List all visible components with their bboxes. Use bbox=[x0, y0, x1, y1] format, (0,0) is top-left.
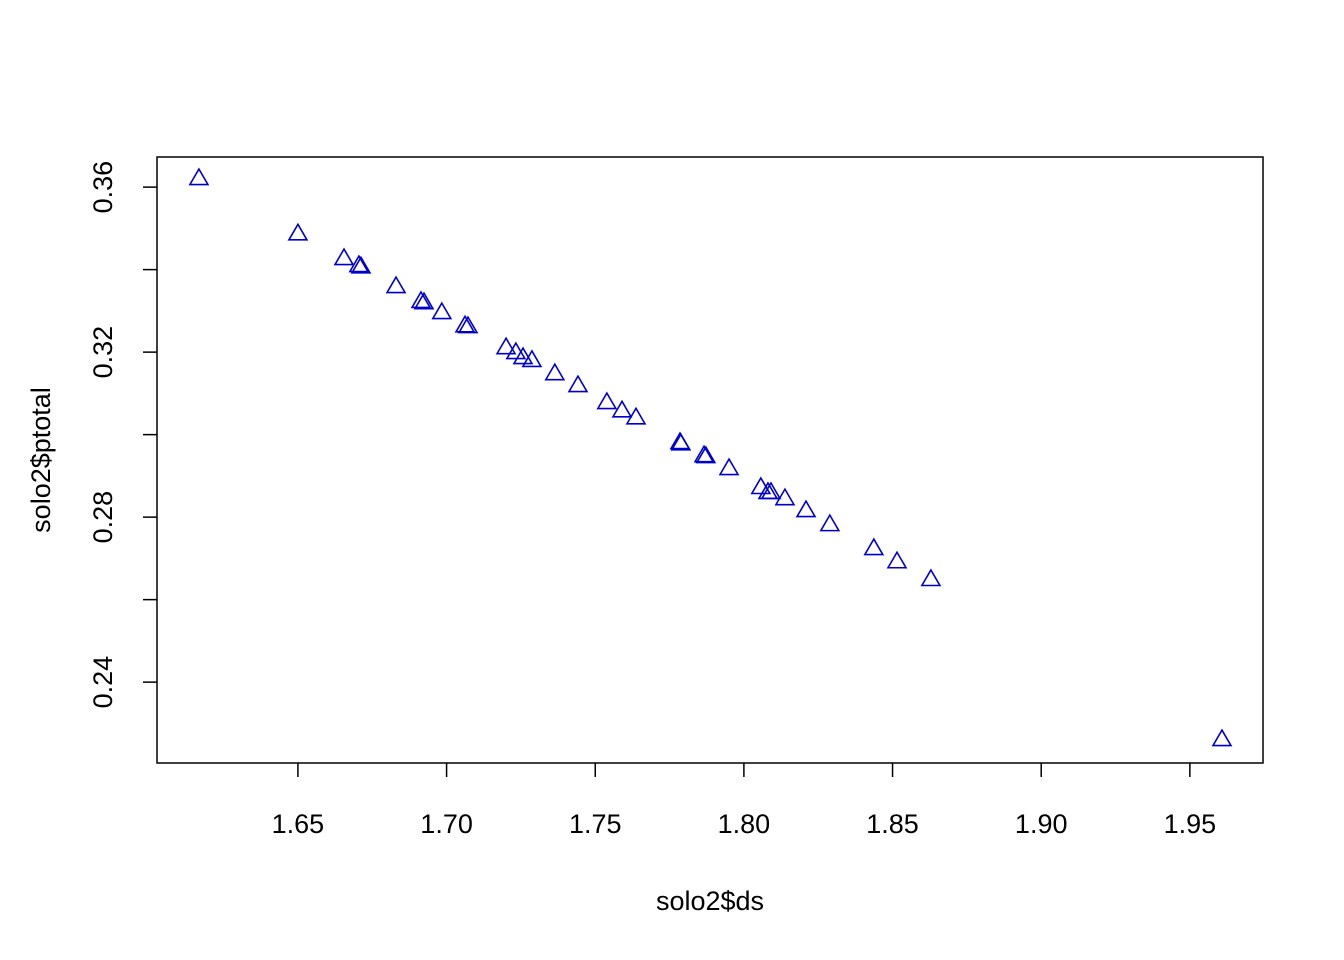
x-tick-label: 1.65 bbox=[272, 809, 325, 839]
x-tick-label: 1.90 bbox=[1015, 809, 1068, 839]
point bbox=[695, 445, 717, 464]
point bbox=[750, 476, 772, 495]
point bbox=[512, 346, 534, 365]
point bbox=[287, 222, 309, 241]
point bbox=[505, 341, 527, 360]
point bbox=[567, 374, 589, 393]
x-tick-label: 1.75 bbox=[569, 809, 622, 839]
point bbox=[410, 290, 432, 309]
point bbox=[819, 513, 841, 532]
y-tick-label: 0.32 bbox=[88, 326, 118, 379]
point bbox=[693, 444, 715, 463]
plot-frame bbox=[156, 156, 1264, 764]
x-axis-label: solo2$ds bbox=[656, 886, 764, 916]
point bbox=[385, 275, 407, 294]
point bbox=[795, 499, 817, 518]
point bbox=[495, 336, 517, 355]
point bbox=[625, 406, 647, 425]
point bbox=[1211, 728, 1233, 747]
point bbox=[521, 349, 543, 368]
point bbox=[413, 291, 435, 310]
x-tick-label: 1.95 bbox=[1164, 809, 1217, 839]
x-tick-label: 1.70 bbox=[420, 809, 473, 839]
x-tick-label: 1.80 bbox=[718, 809, 771, 839]
point bbox=[760, 481, 782, 500]
point bbox=[188, 167, 210, 186]
point bbox=[454, 314, 476, 333]
point bbox=[718, 457, 740, 476]
point bbox=[774, 487, 796, 506]
point bbox=[333, 247, 355, 266]
point bbox=[431, 301, 453, 320]
point bbox=[544, 362, 566, 381]
point bbox=[863, 537, 885, 556]
point bbox=[670, 432, 692, 451]
point bbox=[611, 399, 633, 418]
point bbox=[920, 568, 942, 587]
y-tick-label: 0.36 bbox=[88, 161, 118, 214]
y-tick-label: 0.24 bbox=[88, 656, 118, 709]
point bbox=[596, 391, 618, 410]
point bbox=[886, 550, 908, 569]
y-tick-label: 0.28 bbox=[88, 491, 118, 544]
point bbox=[457, 315, 479, 334]
x-tick-label: 1.85 bbox=[866, 809, 919, 839]
y-axis-label: solo2$ptotal bbox=[26, 387, 56, 533]
point bbox=[348, 254, 370, 273]
point bbox=[350, 255, 372, 274]
